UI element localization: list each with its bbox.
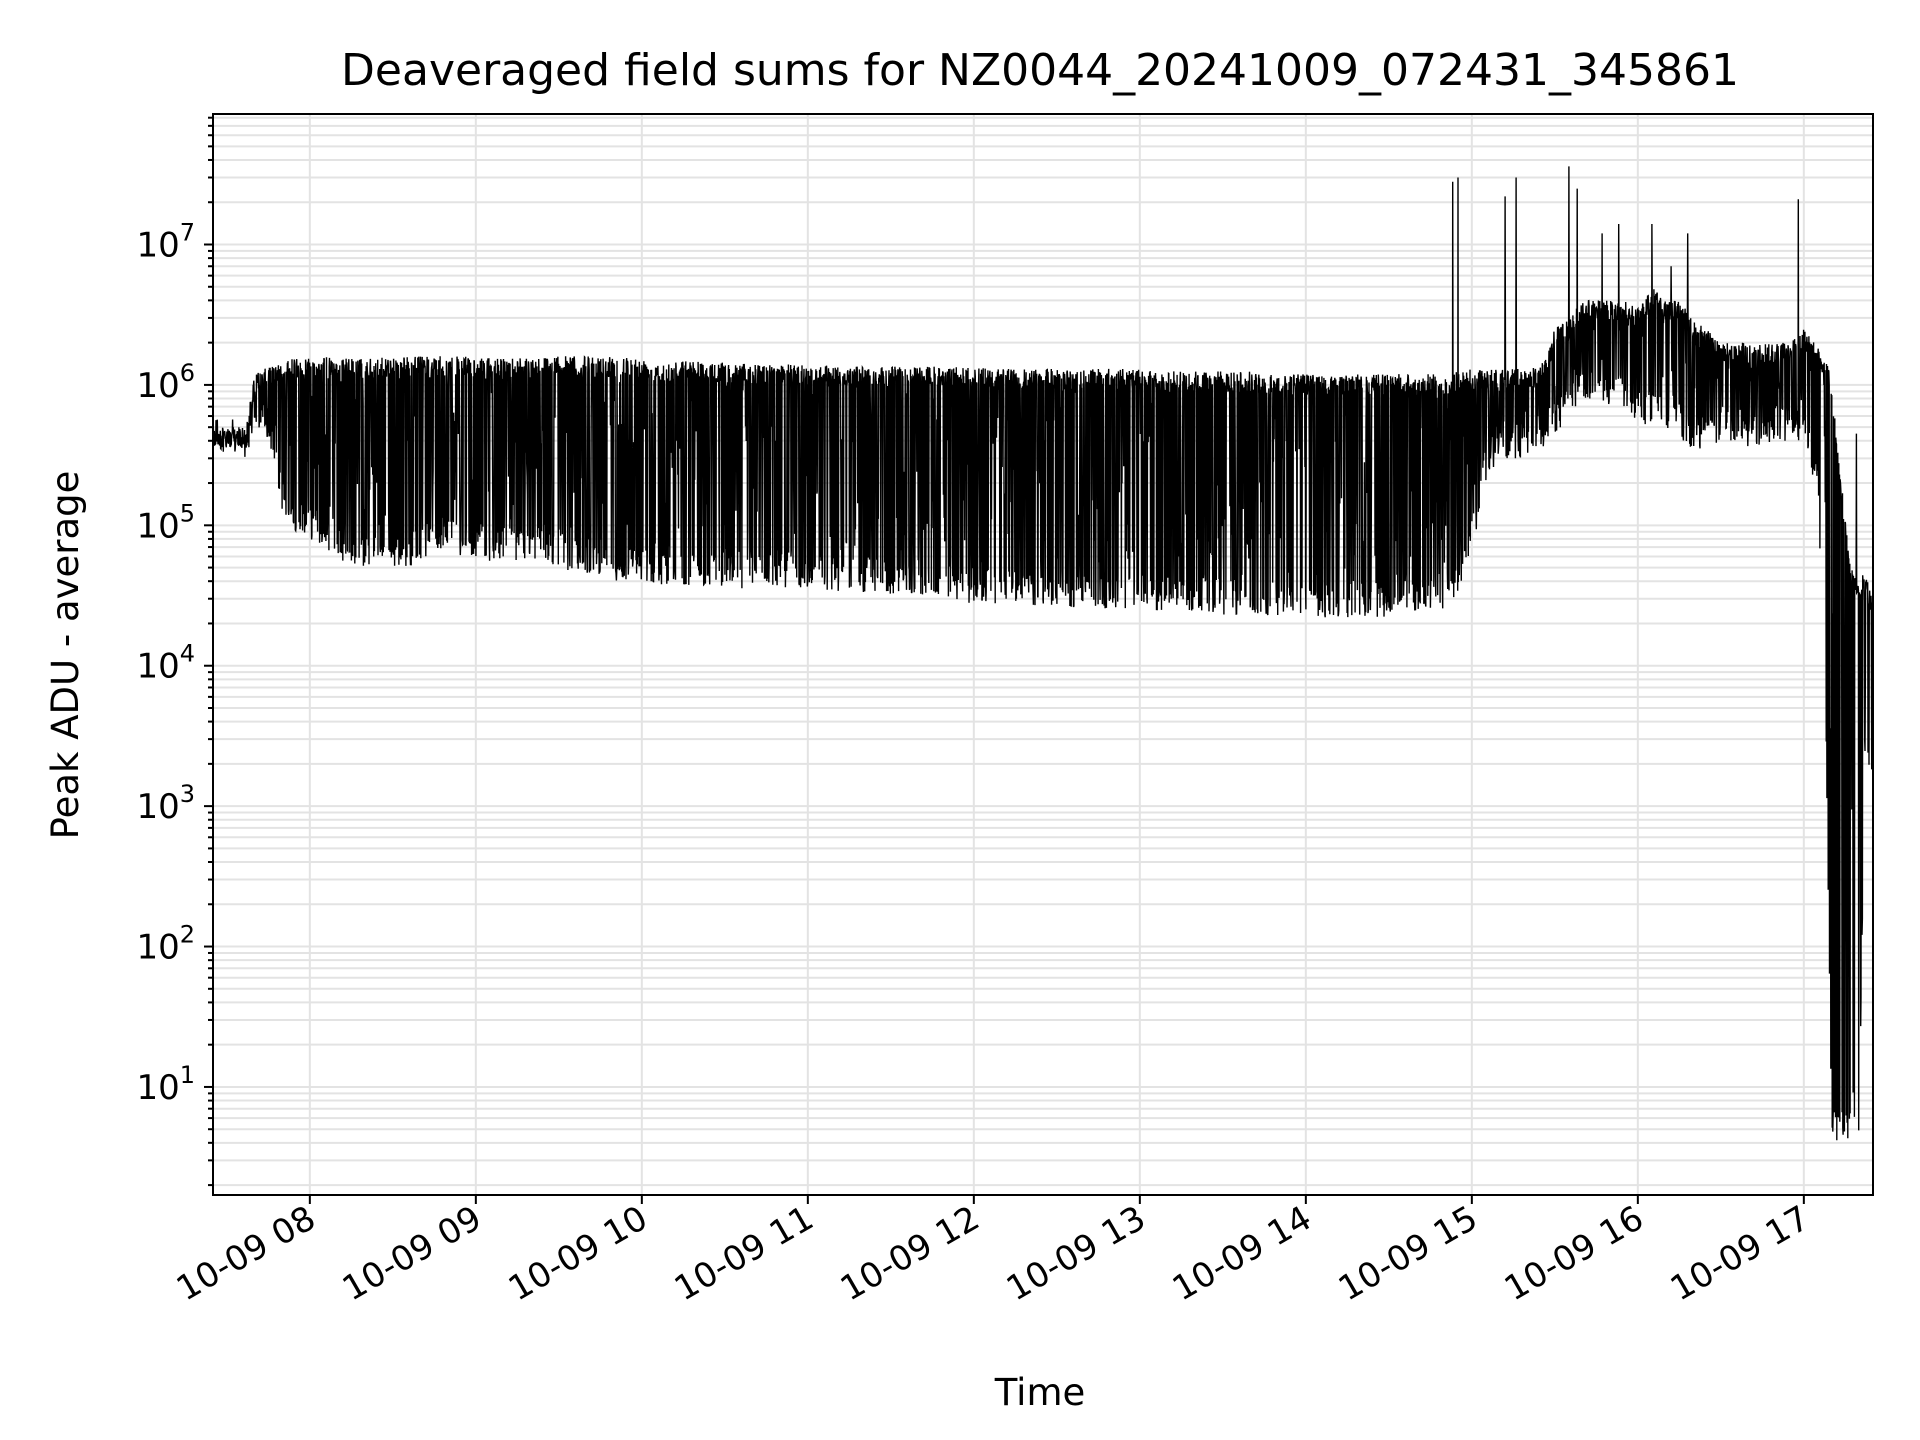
grid [213, 114, 1873, 1195]
y-axis-label: Peak ADU - average [44, 471, 87, 840]
x-axis-label: Time [994, 1371, 1086, 1414]
y-tick-label: 107 [136, 218, 195, 265]
series-line [212, 166, 1874, 1141]
chart-title: Deaveraged field sums for NZ0044_2024100… [341, 45, 1739, 96]
y-tick-label: 101 [136, 1061, 195, 1108]
y-tick-label: 102 [136, 921, 195, 968]
data-series [212, 166, 1874, 1141]
y-tick-label: 104 [136, 640, 195, 687]
y-tick-label: 106 [136, 359, 195, 406]
y-tick-label: 105 [136, 499, 195, 546]
y-tick-label: 103 [136, 780, 195, 827]
plot-area-frame [212, 113, 1874, 1196]
y-axis: 101 102 103 104 105 106 107 [136, 116, 213, 1187]
